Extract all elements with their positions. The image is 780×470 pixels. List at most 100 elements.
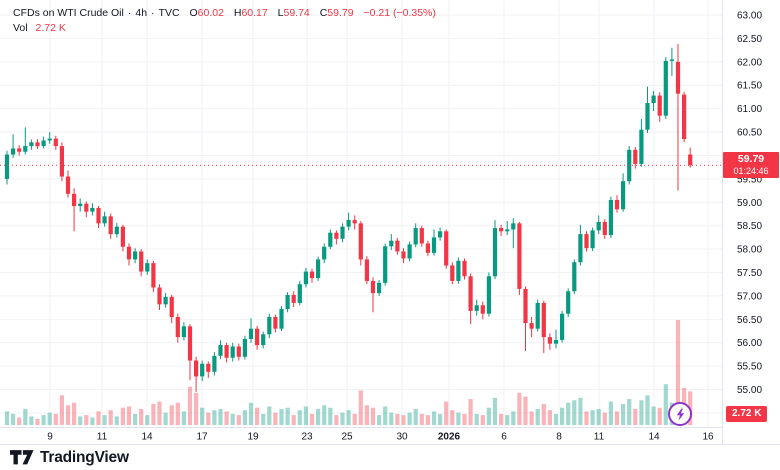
volume-bar bbox=[255, 407, 260, 425]
symbol-title[interactable]: CFDs on WTI Crude Oil bbox=[13, 7, 124, 19]
candle-body bbox=[72, 193, 77, 207]
volume-axis-badge: 2.72 K bbox=[726, 406, 768, 422]
candle-body bbox=[657, 95, 662, 116]
volume-bar bbox=[657, 407, 662, 425]
candle-body bbox=[529, 323, 534, 329]
candle-body bbox=[322, 246, 327, 260]
candle-body bbox=[389, 240, 394, 247]
price-tick-label: 62.50 bbox=[737, 34, 762, 45]
volume-bar bbox=[41, 415, 46, 425]
volume-bar bbox=[126, 406, 132, 425]
volume-bar bbox=[236, 415, 241, 425]
tradingview-logo[interactable]: TradingView bbox=[10, 448, 129, 467]
price-tick-label: 57.50 bbox=[737, 268, 762, 279]
volume-bar bbox=[627, 399, 632, 425]
volume-bar bbox=[303, 406, 308, 425]
candle-body bbox=[139, 251, 144, 272]
volume-bar bbox=[675, 320, 681, 425]
price-tick-label: 58.50 bbox=[737, 221, 762, 232]
candle-body bbox=[560, 313, 565, 340]
volume-bar bbox=[639, 400, 644, 425]
volume-bar bbox=[560, 407, 565, 425]
volume-bar bbox=[17, 417, 22, 425]
volume-bar bbox=[377, 415, 382, 425]
candle-body bbox=[553, 339, 559, 344]
volume-bar bbox=[96, 411, 101, 425]
volume-bar bbox=[407, 412, 412, 425]
volume-bar bbox=[450, 410, 455, 425]
volume-bar bbox=[517, 392, 522, 425]
exchange-label: TVC bbox=[158, 7, 180, 19]
candle-body bbox=[126, 246, 132, 260]
volume-bar bbox=[145, 415, 150, 425]
volume-bar bbox=[444, 401, 449, 425]
candle-body bbox=[267, 316, 272, 335]
flash-button[interactable] bbox=[668, 402, 692, 426]
candle-body bbox=[4, 154, 10, 179]
volume-bar bbox=[651, 406, 656, 425]
candle-body bbox=[297, 284, 302, 303]
candle-body bbox=[47, 138, 52, 141]
volume-bar bbox=[584, 411, 589, 425]
candle-body bbox=[340, 226, 345, 239]
volume-bar bbox=[529, 411, 534, 425]
volume-bar bbox=[602, 412, 607, 425]
candle-body bbox=[438, 231, 443, 238]
volume-bar bbox=[370, 407, 376, 425]
volume-bar bbox=[297, 410, 302, 425]
volume-bar bbox=[212, 410, 217, 425]
volume-bar bbox=[242, 410, 247, 425]
candle-body bbox=[316, 259, 321, 279]
candle-body bbox=[309, 271, 315, 279]
volume-bar bbox=[413, 408, 418, 425]
price-axis[interactable]: 63.0062.5062.0061.5061.0060.5060.0059.50… bbox=[737, 11, 762, 420]
candle-body bbox=[145, 263, 150, 272]
legend-ohlc-row: CFDs on WTI Crude Oil · 4h · TVC O60.02 H60.… bbox=[13, 6, 436, 21]
candle-body bbox=[236, 346, 241, 357]
time-tick-label: 9 bbox=[47, 432, 53, 443]
volume-bar bbox=[547, 410, 552, 425]
candle-body bbox=[102, 216, 107, 224]
volume-bar bbox=[578, 397, 583, 425]
candle-body bbox=[53, 138, 58, 147]
candle-body bbox=[218, 345, 223, 356]
candle-body bbox=[633, 149, 638, 164]
candle-body bbox=[621, 181, 626, 210]
candle-body bbox=[255, 328, 260, 346]
candle-body bbox=[248, 328, 254, 339]
volume-bar bbox=[53, 413, 58, 425]
candle-body bbox=[120, 226, 125, 247]
volume-bar bbox=[334, 415, 339, 425]
candle-body bbox=[181, 326, 186, 338]
volume-bar bbox=[645, 395, 650, 425]
candle-body bbox=[285, 294, 290, 310]
volume-bar bbox=[352, 413, 357, 425]
chart-legend[interactable]: CFDs on WTI Crude Oil · 4h · TVC O60.02 H60.… bbox=[13, 6, 436, 36]
time-tick-label: 11 bbox=[594, 432, 605, 443]
candle-body bbox=[108, 216, 113, 235]
price-tick-label: 61.50 bbox=[737, 81, 762, 92]
candle-body bbox=[639, 129, 644, 164]
change-value: −0.21 (−0.35%) bbox=[363, 7, 436, 19]
volume-bar bbox=[181, 411, 186, 425]
volume-bar bbox=[248, 402, 254, 425]
candle-body bbox=[78, 203, 83, 207]
time-axis[interactable]: 9 11 14 17 19 23 25 30 2026 6 8 11 14 16 bbox=[47, 432, 714, 443]
candle-body bbox=[602, 221, 607, 236]
interval-label[interactable]: 4h bbox=[135, 7, 148, 19]
volume-bar bbox=[194, 392, 199, 425]
candle-body bbox=[444, 231, 449, 266]
candle-body bbox=[230, 346, 235, 358]
volume-label: Vol bbox=[13, 22, 28, 34]
candle-body bbox=[584, 234, 589, 249]
candle-body bbox=[157, 287, 162, 305]
volume-bar bbox=[553, 413, 559, 425]
candle-body bbox=[242, 338, 247, 357]
volume-bar bbox=[633, 408, 638, 425]
candle-body bbox=[627, 149, 632, 182]
candle-body bbox=[175, 316, 180, 338]
candle-body bbox=[65, 176, 71, 194]
volume-bar bbox=[389, 412, 394, 425]
volume-bar bbox=[218, 408, 223, 425]
